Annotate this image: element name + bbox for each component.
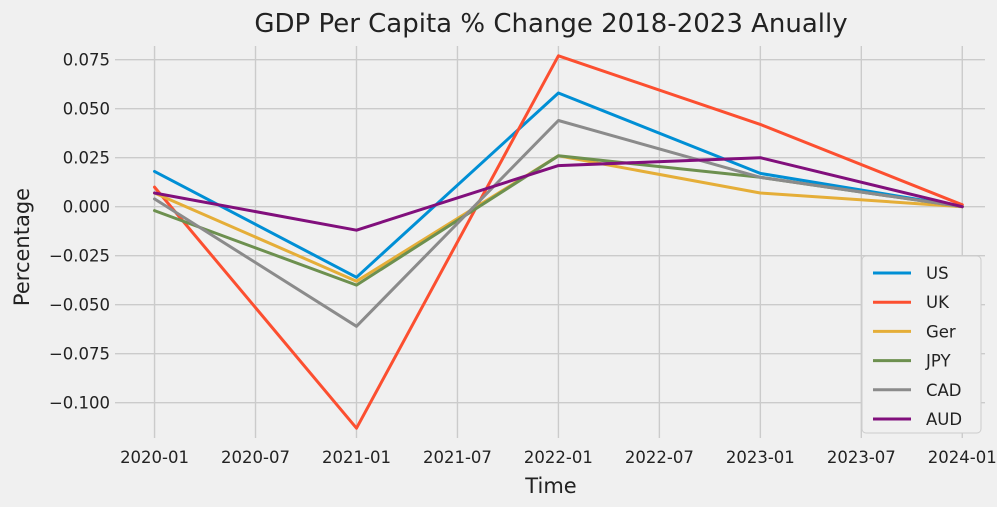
series-line-us bbox=[153, 91, 964, 279]
legend-label-cad: CAD bbox=[926, 381, 962, 400]
y-tick-label: 0.025 bbox=[63, 149, 110, 168]
y-tick-label: −0.100 bbox=[49, 394, 110, 413]
series-line-uk bbox=[153, 54, 964, 430]
x-tick-label: 2023-07 bbox=[827, 448, 896, 467]
legend-label-aud: AUD bbox=[926, 410, 962, 429]
legend-label-ger: Ger bbox=[926, 322, 956, 341]
series-line-aud bbox=[153, 156, 964, 232]
x-tick-label: 2021-07 bbox=[423, 448, 492, 467]
y-axis-label: Percentage bbox=[10, 188, 34, 306]
legend-label-jpy: JPY bbox=[925, 352, 951, 371]
legend-label-uk: UK bbox=[926, 293, 950, 312]
grid-lines bbox=[115, 46, 985, 438]
x-tick-labels: 2020-01 2020-07 2021-01 2021-07 2022-01 2022-… bbox=[120, 448, 997, 467]
y-tick-label: 0.000 bbox=[63, 198, 110, 217]
x-tick-label: 2023-01 bbox=[726, 448, 795, 467]
x-tick-label: 2022-07 bbox=[625, 448, 694, 467]
y-tick-label: 0.075 bbox=[63, 51, 110, 70]
legend-box bbox=[861, 255, 982, 434]
y-tick-label: −0.075 bbox=[49, 345, 110, 364]
y-tick-label: −0.025 bbox=[49, 247, 110, 266]
y-tick-labels: 0.075 0.050 0.025 0.000 −0.025 −0.050 −0.075 −0… bbox=[49, 51, 110, 413]
x-tick-label: 2021-01 bbox=[322, 448, 391, 467]
series-lines bbox=[153, 54, 964, 430]
x-axis-label: Time bbox=[524, 474, 576, 498]
x-tick-label: 2020-07 bbox=[221, 448, 290, 467]
x-tick-label: 2020-01 bbox=[120, 448, 189, 467]
legend-label-us: US bbox=[926, 264, 949, 283]
series-line-cad bbox=[153, 119, 964, 328]
y-tick-label: 0.050 bbox=[63, 100, 110, 119]
chart-title: GDP Per Capita % Change 2018-2023 Anuall… bbox=[254, 9, 847, 39]
x-tick-label: 2022-01 bbox=[524, 448, 593, 467]
x-tick-label: 2024-01 bbox=[928, 448, 997, 467]
y-tick-label: −0.050 bbox=[49, 296, 110, 315]
legend: US UK Ger JPY CAD AUD bbox=[861, 255, 982, 434]
